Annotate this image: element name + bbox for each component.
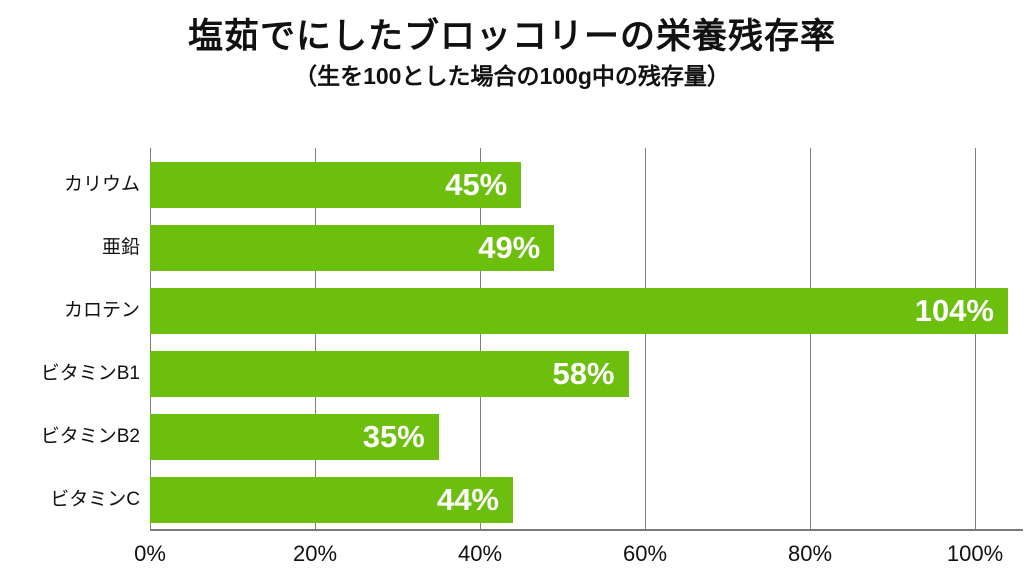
chart-subtitle: （生を100とした場合の100g中の残存量）: [294, 63, 730, 89]
gridline-80%: [810, 148, 811, 531]
x-tick-label: 80%: [787, 541, 833, 566]
bar-value-label: 104%: [914, 293, 994, 328]
x-tick-label: 0%: [134, 541, 166, 566]
x-tick-label: 40%: [457, 541, 503, 566]
bar-value-label: 44%: [436, 482, 499, 517]
gridline-100%: [975, 148, 976, 531]
bar-カリウム: 45%: [150, 162, 522, 208]
bar-カロテン: 104%: [150, 288, 1008, 334]
gridline-0%: [150, 148, 151, 531]
gridline-60%: [645, 148, 646, 531]
category-label: 亜鉛: [101, 237, 140, 258]
bar-ビタミンB1: 58%: [150, 351, 629, 397]
category-label: ビタミンB1: [40, 363, 140, 384]
category-label: ビタミンB2: [40, 426, 140, 447]
bar-value-label: 49%: [478, 230, 541, 265]
bar-value-label: 35%: [362, 419, 425, 454]
gridline-40%: [480, 148, 481, 531]
x-tick-label: 60%: [622, 541, 668, 566]
bar-ビタミンB2: 35%: [150, 414, 439, 460]
bar-value-label: 58%: [552, 356, 615, 391]
bar-亜鉛: 49%: [150, 225, 555, 271]
plot-area: 45% 49% 104% 58% 35% 44%: [150, 148, 1023, 531]
gridline-20%: [315, 148, 316, 531]
x-axis-line: [150, 529, 1023, 531]
x-tick-label: 20%: [292, 541, 338, 566]
bar-value-label: 45%: [445, 167, 508, 202]
bar-ビタミンC: 44%: [150, 477, 513, 523]
category-label: カロテン: [63, 300, 140, 321]
x-tick-label: 100%: [946, 541, 1004, 566]
category-label: カリウム: [63, 174, 140, 195]
chart-title: 塩茹でにしたブロッコリーの栄養残存率: [187, 17, 836, 56]
category-label: ビタミンC: [50, 489, 140, 510]
